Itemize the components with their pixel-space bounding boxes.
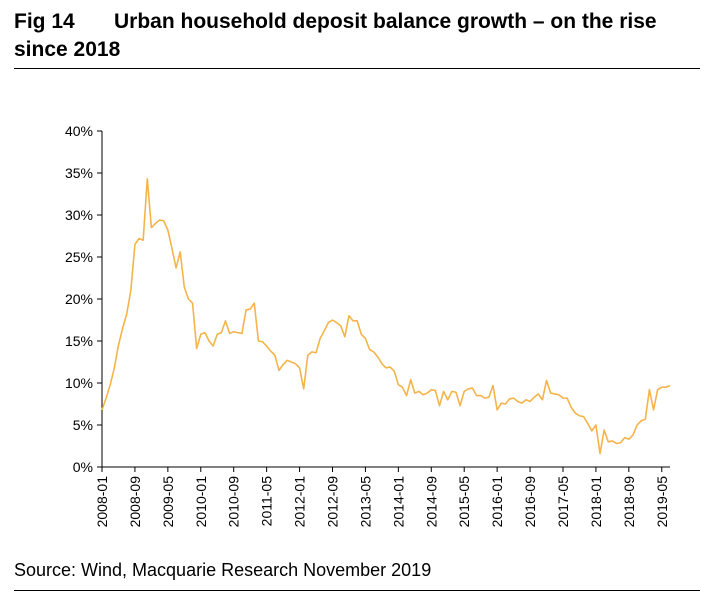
y-axis: 0% 5% 10% 15% 20% 25% 30% 35% 40% bbox=[65, 123, 103, 475]
y-tick-label: 35% bbox=[65, 165, 93, 181]
y-tick-label: 10% bbox=[65, 375, 93, 391]
figure-title: Fig 14 Urban household deposit balance gr… bbox=[14, 8, 704, 64]
x-tick-label: 2011-05 bbox=[259, 476, 275, 527]
x-tick-label: 2018-09 bbox=[621, 476, 637, 528]
x-tick-label: 2009-05 bbox=[160, 476, 176, 528]
figure-header: Fig 14 Urban household deposit balance gr… bbox=[14, 8, 704, 64]
x-tick-label: 2012-01 bbox=[292, 476, 308, 528]
x-axis: 2008-01 2008-09 2009-05 2010-01 2010-09 2011-… bbox=[94, 466, 670, 528]
x-tick-label: 2016-01 bbox=[489, 476, 505, 528]
x-tick-label: 2016-09 bbox=[522, 476, 538, 528]
x-tick-label: 2018-01 bbox=[588, 476, 604, 528]
y-tick-label: 5% bbox=[73, 417, 93, 433]
figure-label: Fig 14 bbox=[14, 10, 75, 33]
x-tick-label: 2019-05 bbox=[654, 476, 670, 528]
x-tick-label: 2015-05 bbox=[456, 476, 472, 528]
x-tick-label: 2010-01 bbox=[193, 476, 209, 528]
bottom-divider bbox=[14, 590, 700, 591]
x-tick-label: 2014-01 bbox=[390, 476, 406, 528]
series-line bbox=[101, 178, 671, 455]
x-tick-label: 2014-09 bbox=[423, 476, 439, 528]
figure-title-text: Urban household deposit balance growth –… bbox=[14, 10, 657, 61]
x-tick-label: 2013-05 bbox=[357, 476, 373, 528]
x-tick-label: 2008-01 bbox=[94, 476, 110, 528]
x-tick-label: 2012-09 bbox=[324, 476, 340, 528]
source-note: Source: Wind, Macquarie Research Novembe… bbox=[14, 560, 432, 580]
x-tick-label: 2017-05 bbox=[555, 476, 571, 528]
y-tick-label: 30% bbox=[65, 207, 93, 223]
y-tick-label: 20% bbox=[65, 291, 93, 307]
x-tick-label: 2010-09 bbox=[226, 476, 242, 528]
y-tick-label: 15% bbox=[65, 333, 93, 349]
title-divider bbox=[14, 68, 700, 69]
y-tick-label: 25% bbox=[65, 249, 93, 265]
y-tick-label: 0% bbox=[73, 459, 93, 475]
x-tick-label: 2008-09 bbox=[127, 476, 143, 528]
y-tick-label: 40% bbox=[65, 123, 93, 139]
